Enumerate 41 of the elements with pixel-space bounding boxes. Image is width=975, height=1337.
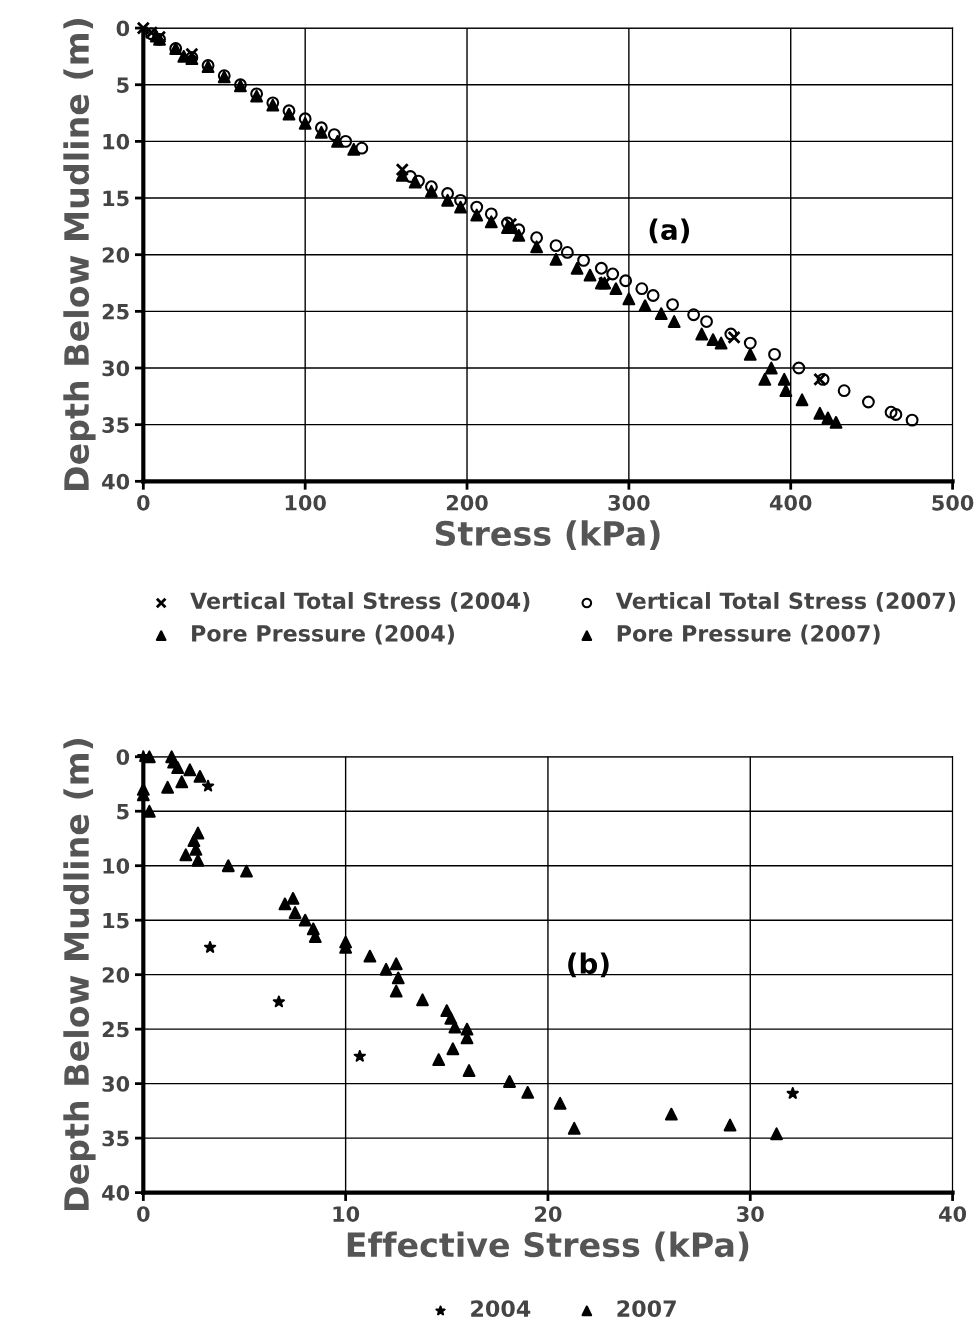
y-axis-title: Depth Below Mudline (m) [63, 739, 96, 1211]
x-axis-title: Effective Stress (kPa) [347, 1231, 749, 1262]
legend-label: Vertical Total Stress (2004) [190, 591, 530, 612]
y-tick-label: 40 [102, 473, 130, 490]
x-tick-label: 300 [608, 494, 650, 511]
y-tick-label: 10 [103, 858, 130, 874]
legend-label: Pore Pressure (2004) [192, 624, 454, 645]
x-tick-label: 0 [137, 494, 150, 511]
y-tick-label: 5 [117, 803, 129, 820]
y-tick-label: 15 [103, 190, 129, 207]
y-tick-label: 35 [102, 1130, 129, 1147]
x-tick-label: 40 [939, 1206, 967, 1222]
y-axis-title: Depth Below Mudline (m) [63, 19, 96, 491]
y-tick-label: 20 [102, 247, 130, 263]
y-tick-label: 0 [116, 20, 130, 37]
x-tick-label: 0 [137, 1206, 150, 1222]
y-tick-label: 30 [102, 1076, 130, 1092]
x-tick-label: 20 [535, 1206, 562, 1222]
legend-label: 2007 [617, 1300, 676, 1317]
x-axis-title: Stress (kPa) [435, 520, 660, 550]
y-tick-label: 25 [102, 1021, 129, 1038]
x-tick-label: 10 [333, 1206, 360, 1222]
legend-label: 2004 [471, 1300, 531, 1317]
y-tick-label: 15 [103, 912, 129, 929]
y-tick-label: 40 [102, 1185, 130, 1201]
y-tick-label: 0 [116, 749, 130, 765]
y-tick-label: 30 [102, 360, 130, 377]
x-tick-label: 200 [446, 494, 488, 511]
annotation: (b) [568, 952, 609, 978]
x-tick-label: 30 [737, 1206, 764, 1222]
y-tick-label: 10 [103, 133, 130, 150]
legend-label: Pore Pressure (2007) [617, 624, 880, 645]
y-tick-label: 20 [102, 967, 130, 983]
y-tick-label: 35 [102, 417, 129, 433]
y-tick-label: 5 [117, 77, 129, 93]
x-tick-label: 500 [932, 494, 974, 511]
x-tick-label: 100 [285, 494, 326, 511]
y-tick-label: 25 [102, 303, 129, 320]
x-tick-label: 400 [769, 494, 812, 511]
legend-label: Vertical Total Stress (2007) [615, 591, 956, 612]
annotation: (a) [649, 218, 690, 244]
